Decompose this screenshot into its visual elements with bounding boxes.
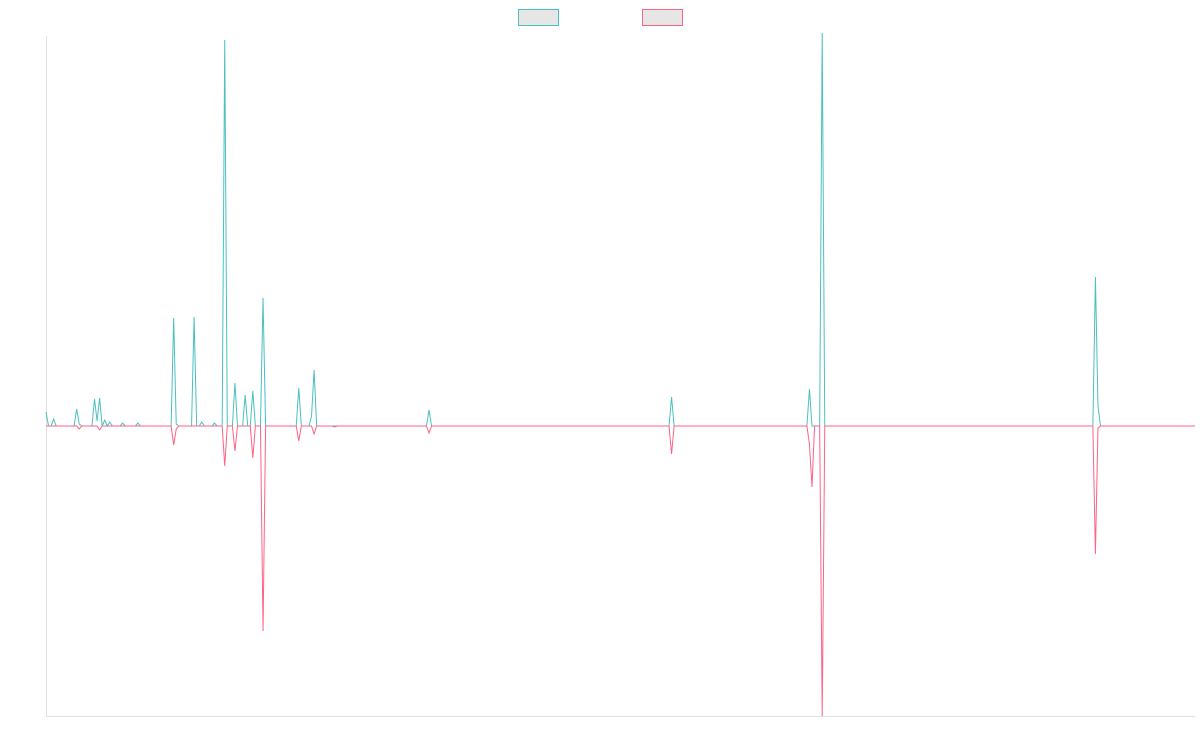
legend-swatch-2[interactable] [642,9,683,26]
legend[interactable] [518,9,683,26]
legend-swatch-1[interactable] [518,9,559,26]
chart-axes [46,36,1195,717]
series-line-2 [46,425,1195,717]
series-layer [45,32,1195,717]
series-line-1 [45,32,1195,428]
